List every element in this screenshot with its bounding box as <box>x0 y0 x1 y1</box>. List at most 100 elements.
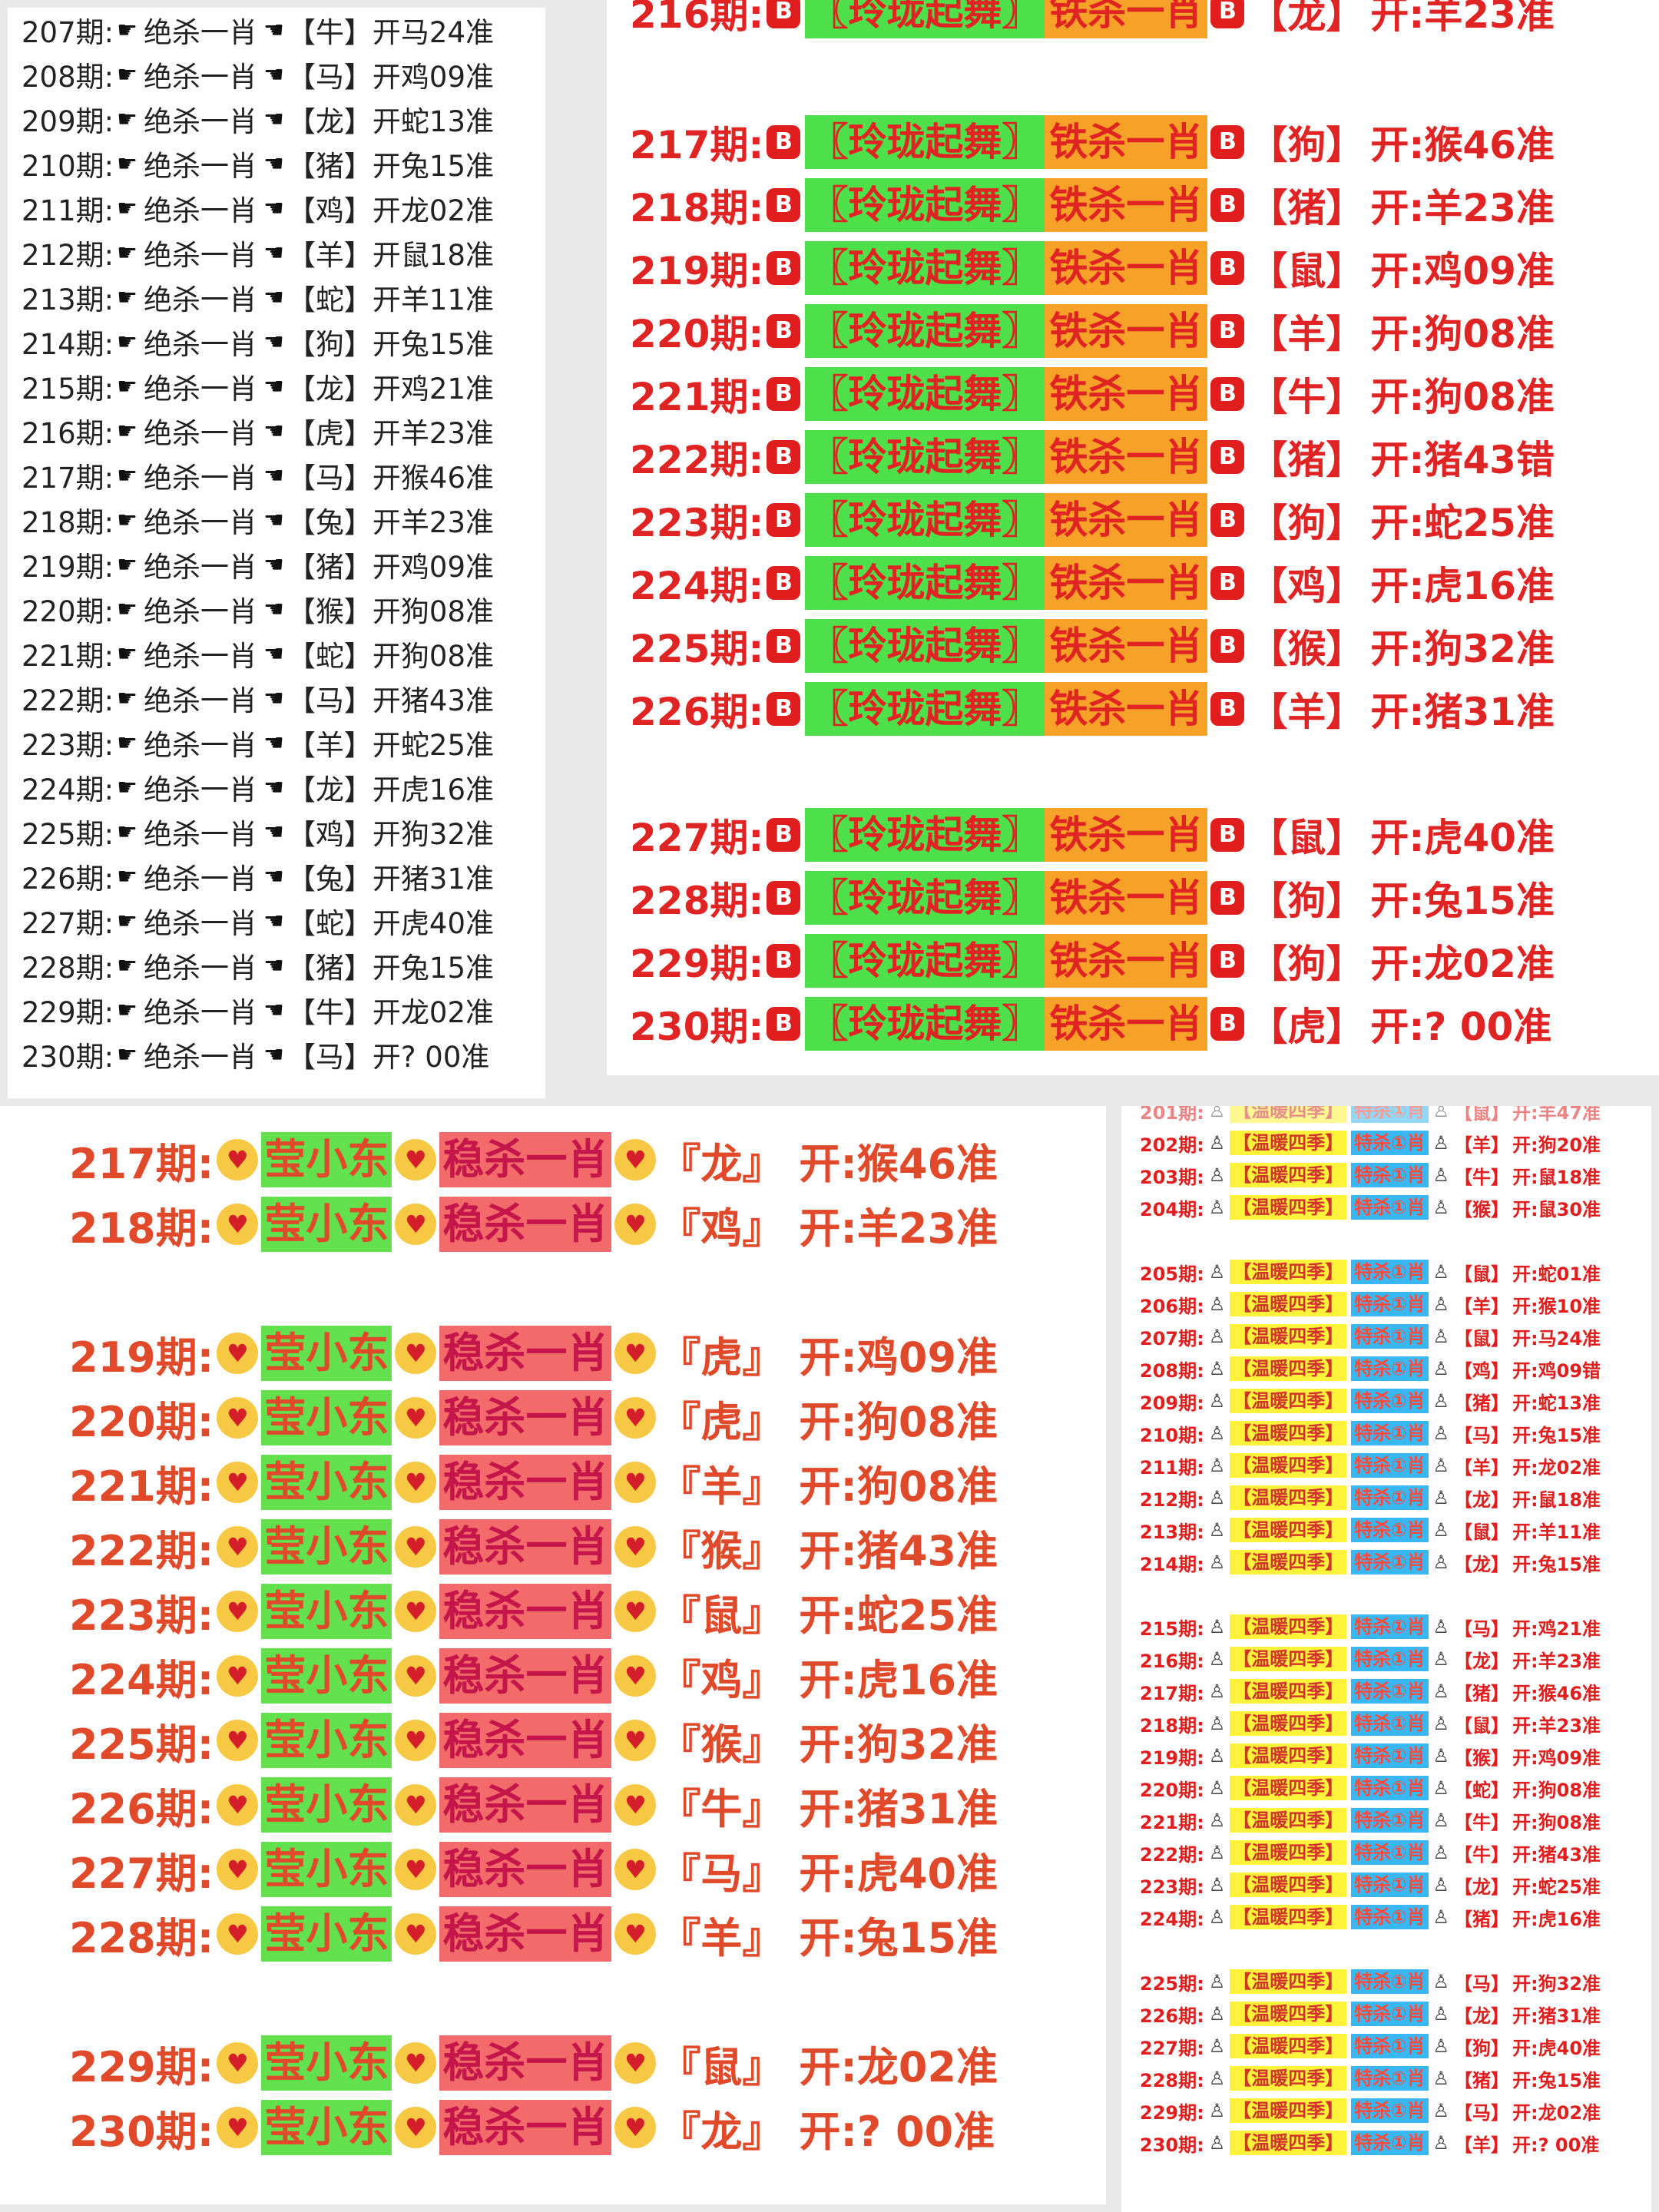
kill-label: 绝杀一肖 <box>144 996 257 1029</box>
tesha-tag: 特杀①肖 <box>1351 1711 1429 1736</box>
wennuan-tag: 【温暖四季】 <box>1230 1647 1347 1671</box>
draw-result: 开:鸡09准 <box>1370 249 1555 293</box>
zodiac-pick: 【龙】 <box>1454 1553 1510 1575</box>
draw-result: 开猪43准 <box>372 684 494 717</box>
pointing-hand-icon: ☚ <box>263 462 284 489</box>
list-item: 217期: ♙ 【温暖四季】 特杀①肖 ♙ 【猪】 开:猴46准 <box>1140 1676 1601 1707</box>
heart-eyes-emoji-icon: ♥ <box>614 1591 657 1632</box>
period-label: 208期: <box>22 61 114 94</box>
pointing-hand-icon: ☚ <box>263 328 284 356</box>
pointing-hand-icon: ☚ <box>263 239 284 267</box>
period-label: 207期: <box>1140 1327 1204 1349</box>
list-item: 224期: ☛ 绝杀一肖 ☚ 【龙】 开虎16准 <box>8 765 545 810</box>
tesha-tag: 特杀①肖 <box>1351 1421 1429 1445</box>
person-icon: ♙ <box>1208 1745 1226 1767</box>
draw-result: 开:猴10准 <box>1512 1295 1601 1317</box>
heart-eyes-emoji-icon: ♥ <box>217 1720 259 1761</box>
b-badge-icon: B <box>1210 377 1245 411</box>
pointing-hand-icon: ☚ <box>263 506 284 534</box>
heart-eyes-emoji-icon: ♥ <box>395 1204 437 1245</box>
zodiac-pick: 【猴】 <box>1454 1198 1510 1220</box>
list-item: 214期: ☛ 绝杀一肖 ☚ 【狗】 开兔15准 <box>8 320 545 364</box>
linglong-tag: 〖玲珑起舞〗 <box>805 934 1045 988</box>
list-item: 211期: ☛ 绝杀一肖 ☚ 【鸡】 开龙02准 <box>8 186 545 230</box>
period-label: 212期: <box>22 239 114 272</box>
period-label: 226期: <box>69 1784 214 1833</box>
draw-result: 开:蛇25准 <box>799 1591 998 1640</box>
linglong-tag: 〖玲珑起舞〗 <box>805 430 1045 484</box>
person-icon: ♙ <box>1208 1551 1226 1573</box>
heart-eyes-emoji-icon: ♥ <box>217 2042 259 2084</box>
pointing-hand-icon: ☚ <box>263 729 284 757</box>
heart-eyes-emoji-icon: ♥ <box>217 1591 259 1632</box>
zodiac-pick: 【猪】 <box>1249 186 1365 230</box>
b-badge-icon: B <box>767 125 801 159</box>
draw-result: 开:虎16准 <box>799 1655 998 1704</box>
linglong-tag: 〖玲珑起舞〗 <box>805 0 1045 38</box>
zodiac-pick: 【龙】 <box>286 373 373 406</box>
person-icon: ♙ <box>1432 2132 1450 2154</box>
tiesha-tag: 铁杀一肖 <box>1045 682 1208 736</box>
kill-label: 绝杀一肖 <box>144 239 257 272</box>
pointing-hand-icon: ☛ <box>117 239 137 267</box>
list-item: 229期: ♙ 【温暖四季】 特杀①肖 ♙ 【马】 开:龙02准 <box>1140 2095 1601 2126</box>
list-item: 219期: ♙ 【温暖四季】 特杀①肖 ♙ 【猴】 开:鸡09准 <box>1140 1740 1601 1771</box>
zodiac-pick: 『猴』 <box>659 1526 784 1575</box>
list-item: 203期: ♙ 【温暖四季】 特杀①肖 ♙ 【牛】 开:鼠18准 <box>1140 1160 1601 1190</box>
period-label: 227期: <box>22 907 114 940</box>
heart-eyes-emoji-icon: ♥ <box>395 1591 437 1632</box>
b-badge-icon: B <box>767 314 801 348</box>
period-label: 216期: <box>630 0 764 37</box>
yingxiaodong-tag: 莹小东 <box>261 1519 392 1575</box>
b-badge-icon: B <box>767 944 801 978</box>
wensha-tag: 稳杀一肖 <box>439 1713 612 1768</box>
wennuan-tag: 【温暖四季】 <box>1230 1195 1347 1220</box>
list-item: 226期: B 〖玲珑起舞〗 铁杀一肖 B 【羊】 开:猪31准 <box>630 682 1555 736</box>
wennuan-tag: 【温暖四季】 <box>1230 1163 1347 1187</box>
b-badge-icon: B <box>767 0 801 28</box>
tesha-tag: 特杀①肖 <box>1351 1324 1429 1349</box>
list-item: 218期: ☛ 绝杀一肖 ☚ 【兔】 开羊23准 <box>8 498 545 542</box>
b-badge-icon: B <box>767 629 801 663</box>
period-label: 228期: <box>630 879 764 923</box>
b-badge-icon: B <box>1210 1007 1245 1041</box>
wensha-tag: 稳杀一肖 <box>439 1132 612 1187</box>
tiesha-tag: 铁杀一肖 <box>1045 178 1208 232</box>
panel-yingxiaodong: 217期: ♥ 莹小东 ♥ 稳杀一肖 ♥ 『龙』 开:猴46准 218期: ♥ 莹小东 ♥ 稳杀一肖 ♥ 『… <box>0 1106 1106 2204</box>
pointing-hand-icon: ☛ <box>117 818 137 846</box>
b-badge-icon: B <box>1210 0 1245 28</box>
person-icon: ♙ <box>1432 1106 1450 1121</box>
pointing-hand-icon: ☚ <box>263 996 284 1024</box>
list-item: 207期: ☛ 绝杀一肖 ☚ 【牛】 开马24准 <box>8 8 545 52</box>
person-icon: ♙ <box>1432 1551 1450 1573</box>
draw-result: 开:鸡21准 <box>1512 1618 1601 1640</box>
zodiac-pick: 【兔】 <box>286 506 373 539</box>
linglong-tag: 〖玲珑起舞〗 <box>805 871 1045 925</box>
heart-eyes-emoji-icon: ♥ <box>217 2107 259 2148</box>
period-label: 214期: <box>22 328 114 361</box>
wennuan-tag: 【温暖四季】 <box>1230 1292 1347 1316</box>
draw-result: 开:龙02准 <box>799 2042 998 2091</box>
zodiac-pick: 『鼠』 <box>659 1591 784 1640</box>
tesha-tag: 特杀①肖 <box>1351 2002 1429 2026</box>
kill-label: 绝杀一肖 <box>144 417 257 450</box>
yingxiaodong-tag: 莹小东 <box>261 1390 392 1445</box>
b-badge-icon: B <box>1210 881 1245 915</box>
draw-result: 开:鼠18准 <box>1512 1488 1601 1511</box>
period-label: 222期: <box>22 684 114 717</box>
heart-eyes-emoji-icon: ♥ <box>217 1913 259 1955</box>
tiesha-tag: 铁杀一肖 <box>1045 619 1208 673</box>
period-label: 229期: <box>630 942 764 986</box>
period-label: 230期: <box>630 1005 764 1049</box>
draw-result: 开:猪43错 <box>1370 438 1555 482</box>
pointing-hand-icon: ☛ <box>117 640 137 667</box>
list-item: 223期: ♥ 莹小东 ♥ 稳杀一肖 ♥ 『鼠』 开:蛇25准 <box>69 1584 998 1640</box>
list-item: 224期: ♥ 莹小东 ♥ 稳杀一肖 ♥ 『鸡』 开:虎16准 <box>69 1648 998 1704</box>
wennuan-tag: 【温暖四季】 <box>1230 1873 1347 1897</box>
person-icon: ♙ <box>1208 1519 1226 1541</box>
pointing-hand-icon: ☛ <box>117 773 137 801</box>
person-icon: ♙ <box>1432 1713 1450 1734</box>
draw-result: 开狗08准 <box>372 595 494 628</box>
tesha-tag: 特杀①肖 <box>1351 1905 1429 1929</box>
zodiac-pick: 【鼠】 <box>1249 249 1365 293</box>
